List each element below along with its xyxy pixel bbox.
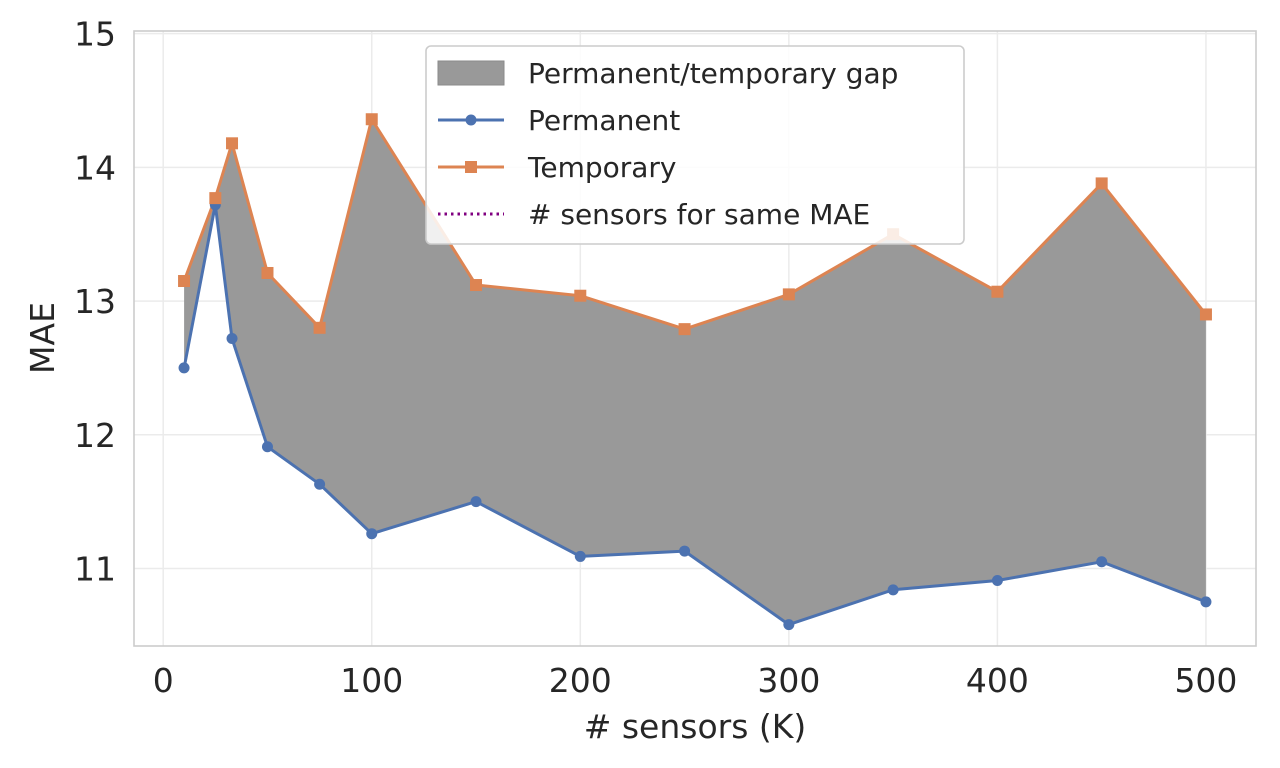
y-tick-labels: 11 12 13 14 15 xyxy=(74,15,116,589)
y-tick-label: 12 xyxy=(74,416,116,455)
y-tick-label: 15 xyxy=(74,15,116,54)
series-lines xyxy=(182,117,1208,627)
series-line-temporary xyxy=(182,117,1208,331)
legend-gap-swatch xyxy=(437,60,505,86)
point-temporary xyxy=(782,288,795,301)
point-permanent xyxy=(226,333,238,344)
point-permanent xyxy=(1096,556,1108,568)
x-tick-label: 0 xyxy=(153,661,174,700)
legend-permanent-label: Permanent xyxy=(528,104,680,137)
point-permanent xyxy=(679,545,691,557)
point-permanent xyxy=(783,619,795,631)
point-permanent xyxy=(574,550,586,562)
point-permanent xyxy=(314,478,326,490)
point-permanent xyxy=(887,584,899,596)
point-temporary xyxy=(209,192,222,205)
y-tick-label: 13 xyxy=(74,282,116,321)
x-tick-labels: 0 100 200 300 400 500 xyxy=(153,661,1238,700)
point-temporary xyxy=(1095,177,1108,190)
legend-same-mae-label: # sensors for same MAE xyxy=(528,198,870,231)
x-tick-label: 500 xyxy=(1174,661,1237,700)
point-temporary xyxy=(261,266,274,279)
plot-frame xyxy=(133,30,1257,647)
y-tick-label: 11 xyxy=(74,549,116,588)
point-permanent xyxy=(366,528,378,540)
legend-box xyxy=(425,45,965,245)
point-permanent xyxy=(470,496,482,508)
x-axis-label: # sensors (K) xyxy=(584,707,807,746)
point-temporary xyxy=(365,113,378,126)
point-permanent xyxy=(1200,596,1212,608)
legend: Permanent/temporary gap Permanent Tempor… xyxy=(425,45,965,245)
legend-gap-label: Permanent/temporary gap xyxy=(528,57,898,90)
x-tick-label: 100 xyxy=(340,661,403,700)
point-permanent xyxy=(261,441,273,453)
y-axis-label: MAE xyxy=(23,302,62,374)
x-tick-label: 200 xyxy=(549,661,612,700)
point-temporary xyxy=(1199,308,1212,321)
y-tick-label: 14 xyxy=(74,148,116,187)
x-tick-label: 400 xyxy=(966,661,1029,700)
point-temporary xyxy=(678,323,691,336)
point-temporary xyxy=(470,279,483,292)
legend-temporary-marker xyxy=(465,161,477,173)
series-line-permanent xyxy=(182,203,1207,627)
gap-area xyxy=(184,119,1206,625)
point-temporary xyxy=(574,289,587,302)
point-temporary xyxy=(991,285,1004,298)
legend-permanent-marker xyxy=(465,114,477,126)
point-temporary xyxy=(226,137,239,150)
point-temporary xyxy=(313,321,326,334)
point-permanent xyxy=(178,362,190,374)
point-permanent xyxy=(991,574,1003,586)
legend-temporary-label: Temporary xyxy=(527,151,677,184)
series-markers xyxy=(178,113,1212,631)
point-temporary xyxy=(178,275,191,288)
x-tick-label: 300 xyxy=(757,661,820,700)
